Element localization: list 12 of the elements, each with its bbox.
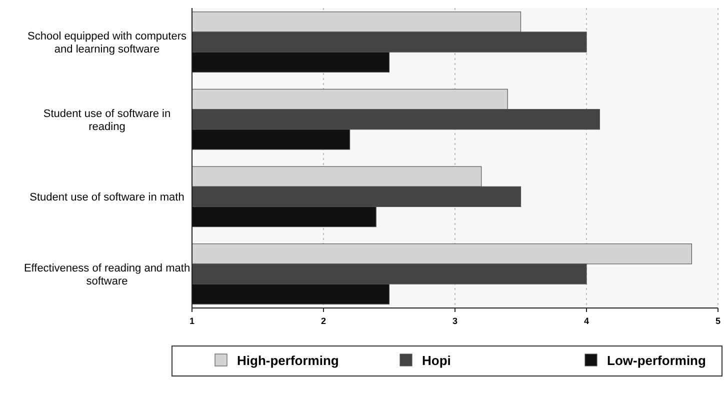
x-tick-label: 4 [584, 316, 590, 326]
x-tick-label: 2 [320, 316, 326, 326]
x-tick-label: 1 [189, 316, 195, 326]
legend-label: Low-performing [607, 353, 706, 368]
y-tick-label: Student use of software in math [30, 192, 184, 204]
legend-label: Hopi [422, 353, 451, 368]
x-tick-label: 5 [715, 316, 721, 326]
legend-label: High-performing [237, 353, 339, 368]
x-tick-label: 3 [452, 316, 458, 326]
y-tick-label: School equipped with computers and learning software [28, 30, 187, 56]
y-tick-label: Student use of software in reading [43, 108, 171, 133]
y-tick-label: Effectiveness of reading and math software [24, 262, 190, 288]
